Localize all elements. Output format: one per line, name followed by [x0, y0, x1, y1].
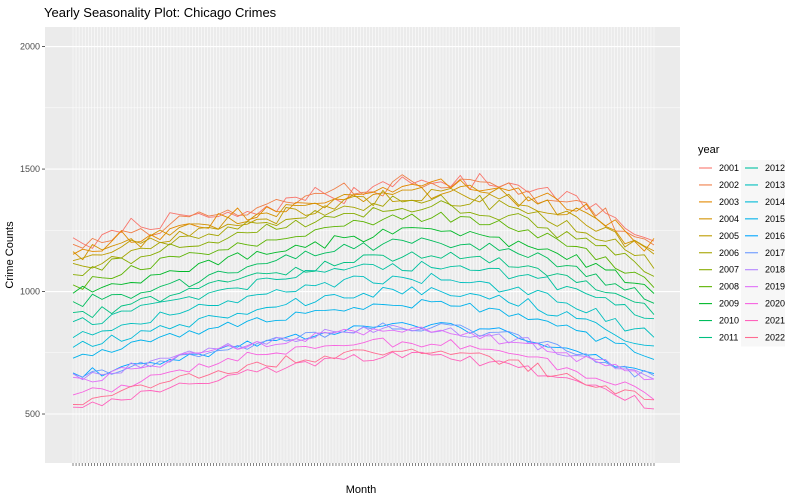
legend-label-2022: 2022	[765, 333, 785, 343]
legend-label-2013: 2013	[765, 180, 785, 190]
y-axis-title: Crime Counts	[4, 221, 16, 289]
series-line-2004	[72, 184, 655, 261]
series-line-2011	[72, 251, 655, 318]
series-line-2019	[72, 326, 655, 383]
x-tick-marks	[72, 463, 655, 466]
chart-title: Yearly Seasonality Plot: Chicago Crimes	[44, 5, 277, 20]
series-line-2015	[72, 299, 655, 360]
legend-label-2010: 2010	[719, 316, 739, 326]
series-line-2013	[72, 272, 655, 338]
legend-title: year	[698, 144, 720, 156]
legend-label-2020: 2020	[765, 299, 785, 309]
series-line-2016	[72, 322, 655, 378]
legend-label-2019: 2019	[765, 282, 785, 292]
series-line-2007	[72, 200, 655, 277]
series-line-2020	[72, 337, 655, 400]
legend-label-2008: 2008	[719, 282, 739, 292]
y-tick-label: 2000	[20, 42, 40, 52]
legend-label-2014: 2014	[765, 197, 785, 207]
y-tick-label: 1000	[20, 287, 40, 297]
series-line-2014	[72, 286, 655, 348]
legend-label-2018: 2018	[765, 265, 785, 275]
series-line-2012	[72, 260, 655, 326]
y-tick-label: 500	[25, 409, 40, 419]
legend-label-2006: 2006	[719, 248, 739, 258]
legend-label-2012: 2012	[765, 163, 785, 173]
legend-label-2007: 2007	[719, 265, 739, 275]
legend-label-2003: 2003	[719, 197, 739, 207]
legend-label-2009: 2009	[719, 299, 739, 309]
series-line-2003	[72, 178, 655, 255]
legend-label-2021: 2021	[765, 316, 785, 326]
legend-label-2001: 2001	[719, 163, 739, 173]
y-tick-label: 1500	[20, 164, 40, 174]
legend-label-2017: 2017	[765, 248, 785, 258]
series-line-2010	[72, 237, 655, 307]
legend-label-2016: 2016	[765, 231, 785, 241]
series-line-2018	[72, 324, 655, 381]
legend-label-2011: 2011	[719, 333, 738, 343]
x-axis-title: Month	[346, 484, 377, 496]
series-line-2022	[72, 348, 655, 406]
series-line-2006	[72, 194, 655, 269]
series-line-2009	[72, 227, 655, 294]
legend-label-2004: 2004	[719, 214, 739, 224]
series-line-2001	[72, 173, 655, 249]
legend-label-2005: 2005	[719, 231, 739, 241]
legend-label-2015: 2015	[765, 214, 785, 224]
legend: 2001 2002 2003 2004 2005 2006 2007 2008 2009 2010…	[699, 160, 785, 347]
legend-label-2002: 2002	[719, 180, 739, 190]
x-gridlines	[72, 27, 655, 463]
series-line-2002	[72, 174, 655, 249]
series-line-2008	[72, 211, 655, 290]
series-line-2005	[72, 187, 655, 262]
series-line-2021	[72, 351, 655, 410]
plot-group: 500 1000 1500 2000	[20, 27, 680, 466]
